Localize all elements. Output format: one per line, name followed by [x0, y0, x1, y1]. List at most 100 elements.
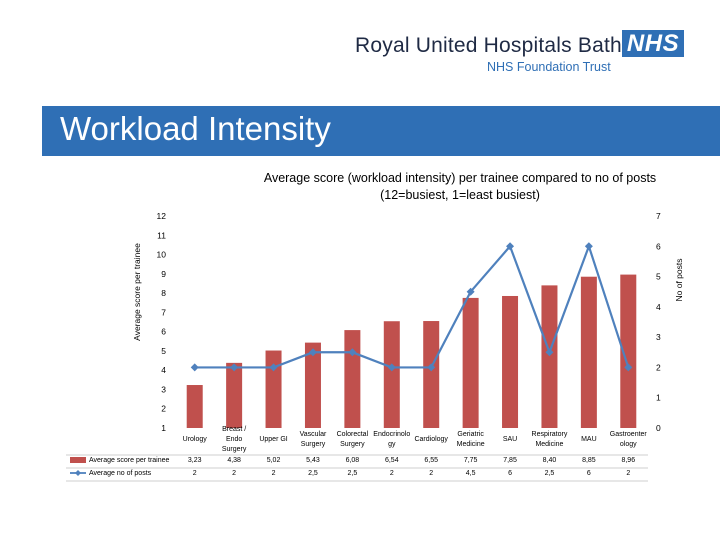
- score-value-label: 8,85: [582, 457, 596, 464]
- chart-title: Average score (workload intensity) per t…: [230, 170, 690, 204]
- y2-tick-label: 3: [656, 332, 661, 342]
- y-tick-label: 5: [161, 346, 166, 356]
- posts-value-label: 6: [508, 470, 512, 477]
- y2-tick-label: 0: [656, 423, 661, 433]
- category-label: Urology: [183, 436, 208, 443]
- y-tick-label: 3: [161, 384, 166, 394]
- score-value-label: 7,85: [503, 457, 517, 464]
- legend-key-marker: [75, 470, 81, 476]
- posts-value-label: 4,5: [466, 470, 476, 477]
- posts-point-5: [348, 348, 357, 357]
- category-label: Gastroenter: [610, 431, 648, 438]
- posts-point-10: [545, 348, 554, 357]
- y2-tick-label: 2: [656, 362, 661, 372]
- category-label: MAU: [581, 436, 597, 443]
- posts-point-12: [624, 363, 633, 372]
- bar-6: [383, 321, 400, 428]
- bar-11: [580, 276, 597, 428]
- bar-1: [186, 385, 203, 428]
- bar-9: [502, 295, 519, 428]
- score-value-label: 8,96: [621, 457, 635, 464]
- posts-value-label: 2,5: [348, 470, 358, 477]
- score-value-label: 5,02: [267, 457, 281, 464]
- score-value-label: 5,43: [306, 457, 320, 464]
- header-org-subtitle: NHS Foundation Trust: [487, 60, 611, 74]
- title-bar: Workload Intensity: [42, 106, 720, 156]
- category-label: Geriatric: [457, 431, 484, 438]
- score-value-label: 6,54: [385, 457, 399, 464]
- bar-2: [226, 362, 243, 428]
- category-label: ology: [620, 441, 637, 448]
- posts-value-label: 2: [626, 470, 630, 477]
- posts-point-7: [427, 363, 436, 372]
- bar-12: [620, 274, 637, 428]
- y-tick-label: 9: [161, 269, 166, 279]
- posts-point-8: [466, 287, 475, 296]
- score-value-label: 8,40: [543, 457, 557, 464]
- score-value-label: 4,38: [227, 457, 241, 464]
- y2-tick-label: 1: [656, 393, 661, 403]
- score-value-label: 6,55: [424, 457, 438, 464]
- y-tick-label: 11: [157, 230, 166, 240]
- bar-5: [344, 330, 361, 428]
- posts-point-4: [308, 348, 317, 357]
- category-label: Endocrinolo: [373, 431, 410, 438]
- category-label: gy: [388, 441, 396, 448]
- y-tick-label: 8: [161, 288, 166, 298]
- posts-value-label: 2: [272, 470, 276, 477]
- category-label: Breast /: [222, 426, 246, 433]
- category-label: Respiratory: [532, 431, 568, 438]
- posts-point-1: [190, 363, 199, 372]
- chart-title-line1: Average score (workload intensity) per t…: [263, 171, 657, 185]
- category-label: Upper GI: [259, 436, 287, 443]
- y-tick-label: 12: [157, 211, 167, 221]
- posts-value-label: 6: [587, 470, 591, 477]
- category-label: Surgery: [301, 441, 326, 448]
- y2-tick-label: 4: [656, 302, 661, 312]
- category-label: Endo: [226, 436, 242, 443]
- category-label: Medicine: [535, 441, 563, 448]
- score-value-label: 3,23: [188, 457, 202, 464]
- y-tick-label: 4: [161, 365, 166, 375]
- y2-tick-label: 6: [656, 241, 661, 251]
- y2-tick-label: 7: [656, 211, 661, 221]
- score-value-label: 7,75: [464, 457, 478, 464]
- y-tick-label: 7: [161, 307, 166, 317]
- category-label: Surgery: [222, 446, 247, 453]
- posts-line: [194, 242, 630, 369]
- bar-8: [462, 297, 479, 428]
- header-org-name: Royal United Hospitals Bath: [355, 34, 622, 57]
- category-label: Surgery: [340, 441, 365, 448]
- y-tick-label: 6: [161, 327, 166, 337]
- posts-point-9: [506, 242, 515, 251]
- category-label: Cardiology: [414, 436, 448, 443]
- score-value-label: 6,08: [346, 457, 360, 464]
- legend-label-posts: Average no of posts: [89, 470, 152, 477]
- posts-value-label: 2: [390, 470, 394, 477]
- y-tick-label: 10: [157, 250, 167, 260]
- y-tick-label: 2: [161, 404, 166, 414]
- posts-value-label: 2,5: [545, 470, 555, 477]
- bar-10: [541, 285, 558, 428]
- posts-point-3: [269, 363, 278, 372]
- y2-axis-title: No of posts: [674, 259, 684, 302]
- bar-4: [304, 342, 321, 428]
- posts-value-label: 2,5: [308, 470, 318, 477]
- category-label: Vascular: [300, 431, 327, 438]
- chart-title-line2: (12=busiest, 1=least busiest): [380, 188, 540, 202]
- nhs-logo: NHS: [622, 30, 684, 57]
- posts-value-label: 2: [232, 470, 236, 477]
- category-label: Medicine: [457, 441, 485, 448]
- bar-7: [423, 321, 440, 428]
- slide-title: Workload Intensity: [60, 110, 331, 147]
- legend-label-score: Average score per trainee: [89, 457, 170, 464]
- posts-point-6: [387, 363, 396, 372]
- posts-value-label: 2: [193, 470, 197, 477]
- y-tick-label: 1: [161, 423, 166, 433]
- posts-value-label: 2: [429, 470, 433, 477]
- legend-key-bar: [70, 457, 86, 463]
- bar-3: [265, 350, 282, 428]
- posts-point-2: [230, 363, 239, 372]
- category-label: Colorectal: [337, 431, 369, 438]
